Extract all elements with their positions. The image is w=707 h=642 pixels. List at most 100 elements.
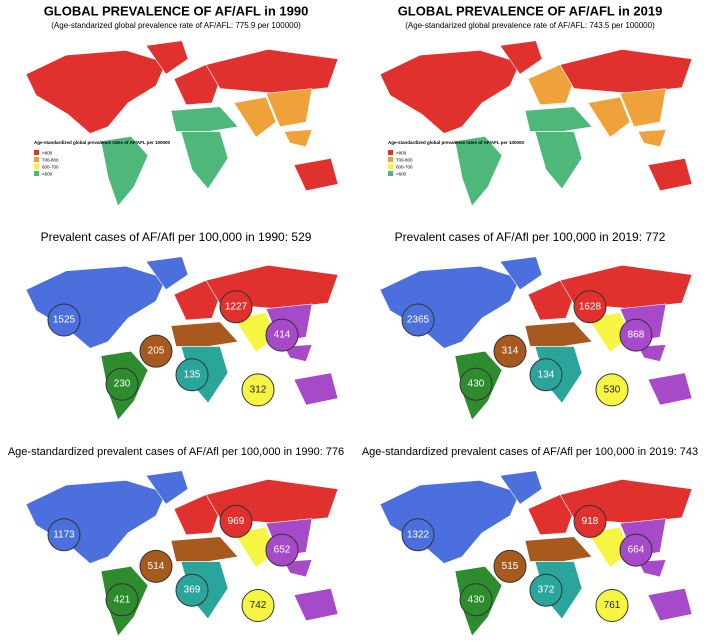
region [170,106,239,132]
bubble [139,334,173,368]
bubble-label: 312 [250,384,267,395]
bubble [595,373,629,407]
region [559,49,693,94]
region [647,372,693,406]
region [524,536,593,562]
bubble-label: 430 [468,594,485,605]
region [637,559,667,578]
bubble-label: 514 [148,561,165,572]
region [637,129,667,148]
bubble-label: 515 [502,561,519,572]
legend-item: >800 [42,151,53,156]
legend-swatch [34,171,39,176]
region [173,279,221,321]
legend-item: 600-700 [42,165,59,170]
region [145,470,189,505]
bubble [529,358,563,392]
region [293,157,339,192]
region [233,96,277,138]
bubble [573,504,607,538]
region [173,494,221,536]
panel-subtitle: (Age-standarized global prevalence rate … [405,21,655,30]
bubble-label: 868 [628,330,645,341]
bubble-label: 135 [184,369,201,380]
region [647,587,693,622]
bubble [459,367,493,401]
region [499,256,543,291]
bubble [105,583,139,617]
bubble [265,318,299,352]
region [145,40,189,75]
bubble [47,303,81,337]
bubble [105,367,139,401]
bubble-label: 430 [468,379,485,390]
bubble [175,573,209,607]
bubble-label: 1227 [225,301,248,312]
bubble-label: 421 [114,594,131,605]
region [647,157,693,192]
legend-item: 700-800 [42,158,59,163]
bubble [529,573,563,607]
region [534,131,583,190]
bubble-label: 742 [250,600,267,611]
region [180,131,229,190]
region [527,494,575,536]
bubble [175,358,209,392]
legend-swatch [388,171,393,176]
bubble-label: 369 [184,585,201,596]
region [619,88,667,128]
region [524,321,593,347]
bubble [401,303,435,337]
world-map [25,40,339,207]
bubble-label: 2365 [407,315,430,326]
region [170,536,239,562]
region [293,587,339,622]
region [265,88,313,128]
bubble-label: 652 [274,545,291,556]
region [293,372,339,406]
region [145,256,189,291]
bubble-label: 530 [604,384,621,395]
region [173,64,221,106]
panel-title: GLOBAL PREVALENCE OF AF/AFL in 2019 [398,3,663,18]
panel-title: Age-standardized prevalent cases of AF/A… [362,446,698,458]
legend-item: 600-700 [396,165,413,170]
region [283,559,313,578]
bubble [139,549,173,583]
panel-title: Prevalent cases of AF/Afl per 100,000 in… [395,230,666,244]
bubble-label: 1525 [53,315,76,326]
region [379,50,521,134]
bubble [493,334,527,368]
panel-subtitle: (Age-standarized global prevalence rate … [51,21,301,30]
panel-title: Age-standardized prevalent cases of AF/A… [8,446,344,458]
bubble-label: 314 [502,346,519,357]
region [283,129,313,148]
bubble [219,290,253,324]
region [25,265,167,349]
region [100,136,149,207]
bubble-label: 230 [114,379,131,390]
bubble [459,583,493,617]
bubble [493,549,527,583]
bubble-label: 969 [228,516,245,527]
bubble [595,589,629,623]
bubble-label: 664 [628,545,645,556]
bubble-label: 1322 [407,529,430,540]
region [524,106,593,132]
region [527,279,575,321]
legend-title: Age-standardized global prevalence rates… [34,140,171,145]
legend-title: Age-standardized global prevalence rates… [388,140,525,145]
region [205,49,339,94]
bubble-label: 918 [582,516,599,527]
region [527,64,575,106]
legend-item: 700-800 [396,158,413,163]
legend-swatch [388,150,393,155]
region [499,470,543,505]
bubble [619,318,653,352]
bubble [619,533,653,567]
panel-title: Prevalent cases of AF/Afl per 100,000 in… [41,230,312,244]
bubble-label: 761 [604,600,621,611]
bubble-label: 414 [274,330,291,341]
bubble-label: 1628 [579,301,602,312]
